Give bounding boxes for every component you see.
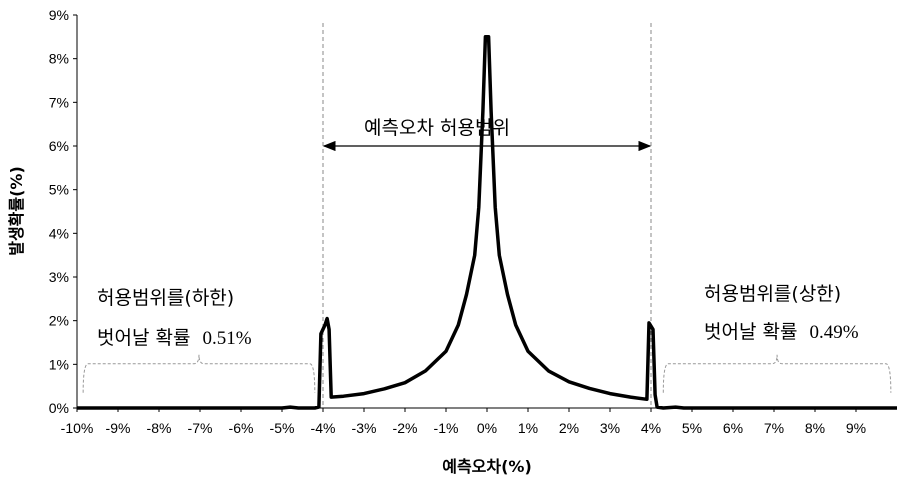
x-tick-label: 2% [559,420,579,436]
x-tick-label: -4% [311,420,336,436]
y-tick-label: 5% [49,182,69,198]
x-tick-label: 9% [846,420,866,436]
y-axis-ticks: 0% 1% 2% 3% 4% 5% 6% 7% 8% 9% [49,7,77,416]
x-tick-label: -3% [352,420,377,436]
y-tick-label: 6% [49,138,69,154]
x-tick-label: -10% [61,420,94,436]
upper-note-line2: 벗어날 확률 0.49% [704,321,859,343]
y-tick-label: 1% [49,356,69,372]
y-tick-label: 7% [49,94,69,110]
y-tick-label: 0% [49,400,69,416]
x-tick-label: -9% [106,420,131,436]
upper-note-text: 벗어날 확률 [704,321,797,343]
lower-note-line1: 허용범위를(하한) [97,287,234,309]
lower-note-value: 0.51% [203,328,252,349]
tolerance-range-label: 예측오차 허용범위 [364,117,510,139]
upper-note-line1: 허용범위를(상한) [704,283,841,305]
x-tick-label: -2% [393,420,418,436]
lower-note-line2: 벗어날 확률 0.51% [97,327,252,349]
x-tick-label: 0% [477,420,497,436]
x-tick-label: 3% [600,420,620,436]
y-tick-label: 2% [49,313,69,329]
x-axis-title: 예측오차(%) [442,457,532,476]
x-tick-label: -8% [147,420,172,436]
x-tick-label: -1% [434,420,459,436]
y-tick-label: 4% [49,225,69,241]
x-tick-label: 6% [723,420,743,436]
x-axis-ticks: -10% -9% -8% -7% -6% -5% -4% -3% -2% -1% 0% 1% 2% 3% 4… [61,408,866,436]
y-tick-label: 8% [49,51,69,67]
x-tick-label: 1% [518,420,538,436]
y-tick-label: 9% [49,7,69,23]
upper-brace [662,354,892,393]
x-tick-label: 5% [682,420,702,436]
lower-note-text: 벗어날 확률 [97,327,190,349]
x-tick-label: -6% [229,420,254,436]
y-tick-label: 3% [49,269,69,285]
x-tick-label: 7% [764,420,784,436]
x-tick-label: 8% [805,420,825,436]
lower-brace [82,354,316,393]
upper-note-value: 0.49% [810,322,859,343]
y-axis-title: 발생확률(%) [7,166,26,256]
series-line [77,35,897,410]
x-tick-label: 4% [641,420,661,436]
x-tick-label: -7% [188,420,213,436]
x-tick-label: -5% [270,420,295,436]
